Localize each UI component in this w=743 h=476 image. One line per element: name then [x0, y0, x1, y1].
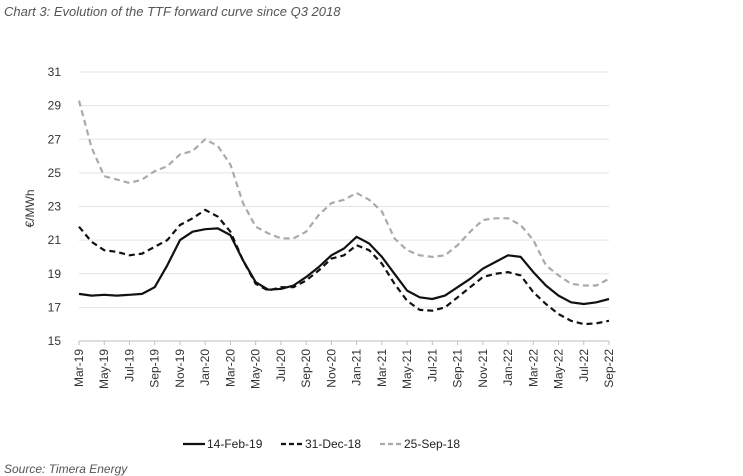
- x-tick-label: Jul-22: [577, 349, 591, 382]
- y-tick-label: 15: [48, 334, 62, 348]
- x-tick-label: Nov-20: [324, 349, 338, 388]
- x-tick-label: May-20: [249, 349, 263, 389]
- x-tick-label: Sep-21: [451, 349, 465, 388]
- series-lines: [77, 100, 610, 326]
- y-axis-ticks: 15 17 19 21 23 25 27 29 31: [48, 65, 62, 348]
- x-tick-label: May-22: [552, 349, 566, 389]
- y-tick-label: 17: [48, 300, 62, 314]
- legend: 14-Feb-19 31-Dec-18 25-Sep-18: [183, 437, 460, 451]
- x-tick-label: Jul-20: [274, 349, 288, 382]
- x-tick-label: Jul-19: [122, 349, 136, 382]
- y-tick-label: 21: [48, 233, 62, 247]
- y-tick-label: 23: [48, 200, 62, 214]
- y-tick-label: 31: [48, 65, 62, 79]
- x-tick-label: Sep-22: [602, 349, 616, 388]
- x-tick-label: Nov-21: [476, 349, 490, 388]
- x-tick-label: Mar-22: [526, 349, 540, 387]
- y-tick-label: 19: [48, 267, 62, 281]
- y-tick-label: 25: [48, 166, 62, 180]
- x-tick-label: Jan-21: [350, 349, 364, 386]
- x-tick-label: Jan-22: [501, 349, 515, 386]
- x-tick-label: Jan-20: [198, 349, 212, 386]
- y-axis-label: €/MWh: [23, 189, 37, 227]
- x-tick-label: Sep-20: [299, 349, 313, 388]
- gridlines: [79, 71, 609, 308]
- x-tick-label: Nov-19: [173, 349, 187, 388]
- series-line-14-Feb-19: [78, 227, 610, 306]
- series-line-25-Sep-18: [77, 100, 610, 287]
- legend-label: 25-Sep-18: [404, 437, 460, 451]
- chart-caption: Chart 3: Evolution of the TTF forward cu…: [4, 4, 341, 19]
- y-tick-label: 27: [48, 132, 62, 146]
- x-tick-label: May-19: [97, 349, 111, 389]
- series-line-31-Dec-18: [78, 208, 610, 326]
- x-tick-label: Mar-21: [375, 349, 389, 387]
- x-tick-label: Mar-20: [223, 349, 237, 387]
- source-note: Source: Timera Energy: [4, 462, 128, 476]
- x-tick-label: Mar-19: [72, 349, 86, 387]
- legend-label: 14-Feb-19: [207, 437, 263, 451]
- x-tick-label: Jul-21: [425, 349, 439, 382]
- y-tick-label: 29: [48, 99, 62, 113]
- x-tick-label: Sep-19: [148, 349, 162, 388]
- legend-label: 31-Dec-18: [305, 437, 361, 451]
- x-tick-label: May-21: [400, 349, 414, 389]
- x-axis-ticks: Mar-19 May-19 Jul-19 Sep-19 Nov-19 Jan-20 Mar-…: [72, 341, 616, 389]
